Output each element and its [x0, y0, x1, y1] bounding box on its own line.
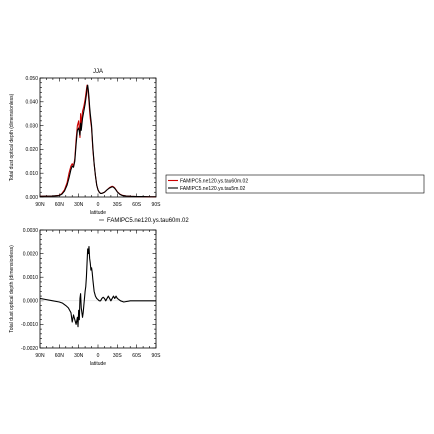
y-tick-label: 0.0030 — [23, 228, 39, 234]
legend: FAMIPC5.ne120.ys.tau60m.02 FAMIPC5.ne120.… — [165, 174, 425, 194]
chart-panel-2: 90N 60N 30N 0 30S 60S 90S -0.0020 -0.0010 0.0000 0… — [9, 218, 189, 367]
x-tick-label: 30S — [113, 202, 123, 208]
x-tick-label: 90N — [35, 202, 45, 208]
y-tick-label: -0.0020 — [21, 346, 38, 352]
x-tick-label: 30N — [74, 202, 84, 208]
series-line-1 — [39, 245, 156, 328]
series-line-2 — [39, 84, 156, 198]
x-tick-label: 60N — [55, 353, 65, 359]
x-tick-label: 0 — [97, 202, 100, 208]
legend-box — [165, 174, 425, 194]
plot-frame — [39, 229, 157, 349]
legend-label-1: FAMIPC5.ne120.ys.tau60m.02 — [180, 178, 248, 184]
y-tick-label: 0.020 — [25, 147, 38, 153]
y-tick-label: 0.000 — [25, 195, 38, 201]
chart-subtitle: FAMIPC5.ne120.ys.tau60m.02 — [107, 218, 189, 224]
y-tick-label: 0.0010 — [23, 275, 39, 281]
y-tick-label: 0.040 — [25, 100, 38, 106]
y-tick-label: 0.010 — [25, 171, 38, 177]
y-axis-label: Total dust optical depth (dimensionless) — [9, 93, 15, 181]
x-tick-label: 30S — [113, 353, 123, 359]
x-tick-label: 0 — [97, 353, 100, 359]
x-tick-label: 90N — [35, 353, 45, 359]
chart-title: JJA — [93, 69, 103, 75]
x-tick-label: 90S — [152, 353, 162, 359]
y-tick-label: -0.0010 — [21, 322, 38, 328]
y-tick-label: 0.050 — [25, 76, 38, 82]
x-tick-label: 60S — [132, 202, 142, 208]
y-axis-label: Total dust optical depth (dimensionless) — [9, 245, 15, 333]
x-axis-label: latitude — [90, 210, 106, 216]
y-tick-label: 0.0000 — [23, 299, 39, 305]
y-tick-label: 0.0020 — [23, 251, 39, 257]
x-tick-label: 90S — [152, 202, 162, 208]
y-tick-label: 0.030 — [25, 123, 38, 129]
plot-frame — [39, 77, 157, 198]
x-tick-label: 30N — [74, 353, 84, 359]
chart-panel-1: 90N 60N 30N 0 30S 60S 90S 0.000 0.010 0.020 0.030 0… — [9, 69, 425, 216]
legend-label-2: FAMIPC5.ne120.ys.tau5m.02 — [180, 186, 246, 192]
series-line-1 — [39, 84, 156, 198]
x-tick-label: 60S — [132, 353, 142, 359]
x-axis-label: latitude — [90, 361, 106, 367]
x-tick-label: 60N — [55, 202, 65, 208]
